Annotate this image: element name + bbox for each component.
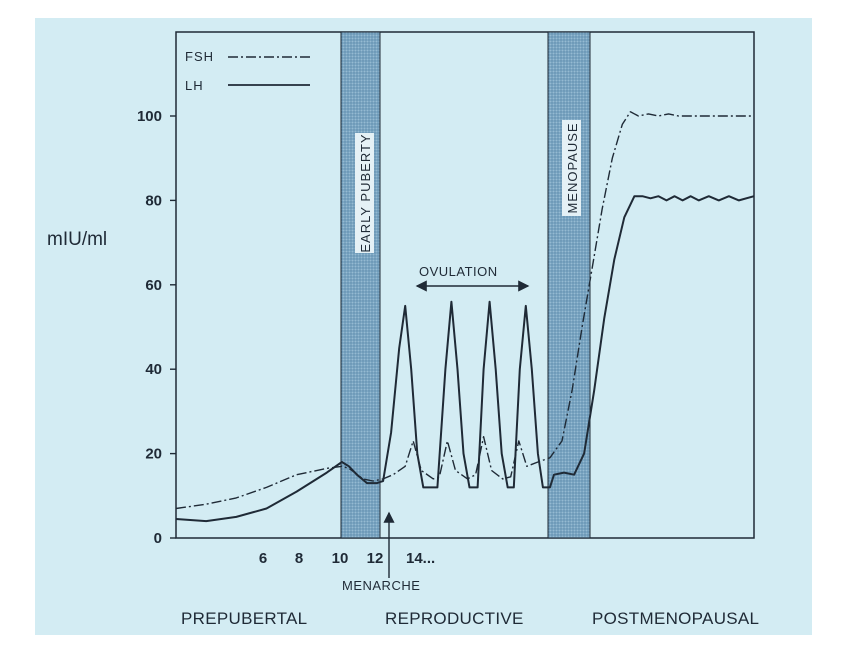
chart-figure: EARLY PUBERTY MENOPAUSE mIU/ml 0 20 40 60 80… [35,18,812,635]
phase-postmenopausal: POSTMENOPAUSAL [592,609,759,628]
menarche-label: MENARCHE [342,578,420,593]
x-tick-label: 12 [367,550,384,567]
y-axis-label: mIU/ml [47,229,107,250]
x-tick-label: 10 [332,550,349,567]
x-tick-label: 14... [406,550,435,567]
y-tick-label: 60 [145,277,162,294]
y-tick-label: 20 [145,446,162,463]
x-tick-label: 6 [259,550,267,567]
band-label-early-puberty: EARLY PUBERTY [358,133,373,252]
band-menopause [547,31,591,539]
chart-svg: EARLY PUBERTY MENOPAUSE mIU/ml 0 20 40 60 80… [47,31,759,628]
phase-prepubertal: PREPUBERTAL [181,609,307,628]
legend-label-lh: LH [185,78,204,93]
series-line-fsh [175,111,754,510]
phase-reproductive: REPRODUCTIVE [385,609,524,628]
series-line-lh [175,195,755,523]
band-early-puberty [340,31,381,539]
legend-label-fsh: FSH [185,49,214,64]
band-label-bg [562,120,581,216]
y-tick-label: 40 [145,361,162,378]
band-label-menopause: MENOPAUSE [565,122,580,213]
y-tick-label: 80 [145,192,162,209]
y-tick-label: 0 [154,530,162,547]
band-label-bg [355,133,374,253]
ovulation-label: OVULATION [419,264,498,279]
x-tick-label: 8 [295,550,303,567]
y-tick-label: 100 [137,108,162,125]
